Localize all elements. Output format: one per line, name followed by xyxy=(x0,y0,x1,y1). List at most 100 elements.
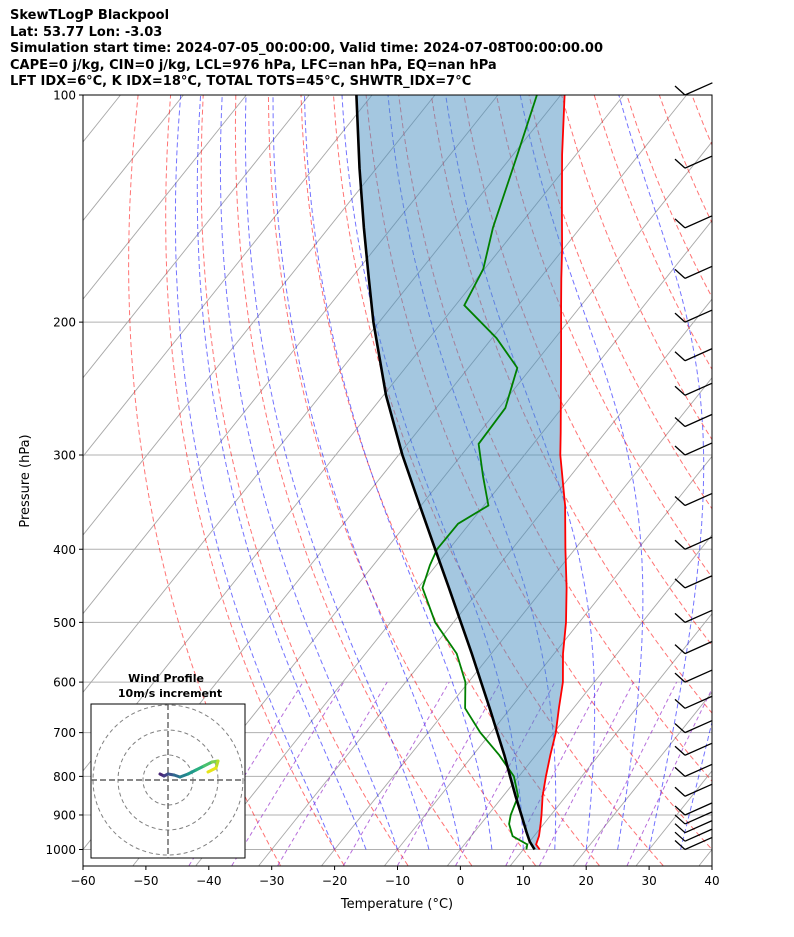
wind-barb xyxy=(674,742,713,756)
y-tick-label: 200 xyxy=(53,316,76,330)
mixing-ratio-line xyxy=(585,681,678,866)
wind-barb xyxy=(674,413,713,428)
dry-adiabat xyxy=(267,95,536,866)
wind-barb xyxy=(674,719,713,734)
moist-adiabat xyxy=(196,95,367,850)
x-tick-label: −40 xyxy=(196,874,221,888)
wind-barb xyxy=(674,536,713,550)
isotherm-line xyxy=(83,95,373,458)
moist-adiabat xyxy=(174,95,336,850)
isotherm-line xyxy=(635,770,712,866)
dry-adiabat xyxy=(626,95,712,299)
moist-adiabat xyxy=(272,95,461,850)
mixing-ratio-line xyxy=(397,681,501,866)
x-tick-label: −30 xyxy=(259,874,284,888)
wind-profile-inset: Wind Profile 10m/s increment xyxy=(90,672,246,859)
location-line: Lat: 53.77 Lon: -3.03 xyxy=(10,24,163,40)
cin-shaded-area xyxy=(356,95,567,850)
wind-barb xyxy=(674,695,713,709)
dry-adiabat xyxy=(593,95,712,371)
y-tick-label: 500 xyxy=(53,616,76,630)
y-tick-label: 100 xyxy=(53,89,76,103)
mixing-ratio-line xyxy=(539,681,634,866)
wind-barb xyxy=(674,609,713,623)
y-tick-label: 400 xyxy=(53,543,76,557)
dry-adiabat xyxy=(234,95,473,866)
wind-barb xyxy=(674,783,713,797)
moist-adiabat xyxy=(618,95,705,850)
parcel-profile-line xyxy=(355,95,536,851)
inset-title: Wind Profile xyxy=(128,672,204,685)
wind-barb xyxy=(674,763,713,777)
isotherm-line xyxy=(510,612,712,866)
y-tick-label: 300 xyxy=(53,448,76,462)
wind-barb xyxy=(674,347,713,362)
dry-adiabat xyxy=(398,95,712,782)
isotherm-line xyxy=(258,298,712,866)
moist-adiabat xyxy=(304,95,493,850)
x-axis-label: Temperature (°C) xyxy=(340,897,453,912)
mixing-ratio-line xyxy=(505,681,603,866)
dry-adiabat xyxy=(691,95,712,147)
moist-adiabat xyxy=(244,95,430,850)
wind-barb xyxy=(674,265,713,279)
isotherm-line xyxy=(698,848,712,866)
time-line: Simulation start time: 2024-07-05_00:00:… xyxy=(10,41,603,56)
y-tick-label: 600 xyxy=(53,676,76,690)
x-tick-label: −20 xyxy=(322,874,347,888)
wind-barb xyxy=(674,819,713,834)
y-axis-label: Pressure (hPa) xyxy=(18,434,33,527)
isotherm-line xyxy=(321,377,712,866)
isotherm-line xyxy=(83,95,310,379)
inset-subtitle: 10m/s increment xyxy=(118,687,222,700)
dry-adiabat xyxy=(200,95,409,866)
y-tick-label: 1000 xyxy=(45,843,76,857)
chart-header: SkewTLogP Blackpool Lat: 53.77 Lon: -3.0… xyxy=(10,8,603,91)
dry-adiabat xyxy=(725,95,794,866)
dry-adiabat xyxy=(757,95,794,866)
temperature-line xyxy=(535,95,568,851)
dry-adiabat xyxy=(128,95,281,866)
y-tick-label: 800 xyxy=(53,770,76,784)
x-tick-label: 30 xyxy=(641,874,656,888)
wind-barb xyxy=(674,82,713,96)
x-tick-label: −50 xyxy=(133,874,158,888)
index-line: LFT IDX=6°C, K IDX=18°C, TOTAL TOTS=45°C… xyxy=(10,74,472,89)
chart-title: SkewTLogP Blackpool xyxy=(10,8,170,23)
dry-adiabat xyxy=(790,95,794,866)
wind-barb xyxy=(674,309,713,323)
wind-barb xyxy=(674,215,713,229)
x-tick-label: 40 xyxy=(704,874,719,888)
x-tick-label: 0 xyxy=(457,874,465,888)
x-tick-label: 10 xyxy=(516,874,531,888)
mixing-ratio-line xyxy=(626,687,712,866)
mixing-ratio-line xyxy=(231,681,345,866)
dry-adiabat xyxy=(463,95,712,647)
y-tick-label: 900 xyxy=(53,808,76,822)
dry-adiabat xyxy=(528,95,712,510)
wind-barb xyxy=(674,442,713,456)
x-tick-label: 20 xyxy=(579,874,594,888)
isotherm-line xyxy=(83,95,247,300)
moist-adiabat xyxy=(711,847,712,850)
dry-adiabat xyxy=(165,95,345,866)
moist-adiabat xyxy=(219,95,398,850)
wind-barb xyxy=(674,802,713,816)
isotherm-line xyxy=(573,691,712,866)
mixing-ratio-line xyxy=(277,681,388,866)
wind-barb xyxy=(674,575,713,589)
dry-adiabat xyxy=(561,95,712,441)
x-tick-label: −60 xyxy=(70,874,95,888)
isotherm-line xyxy=(83,95,436,536)
wind-barb xyxy=(674,640,713,655)
wind-barb xyxy=(674,828,713,842)
moist-adiabat xyxy=(680,719,712,850)
isotherm-line xyxy=(762,95,794,865)
wind-barb xyxy=(674,669,713,683)
dewpoint-line xyxy=(421,95,538,850)
wind-barb xyxy=(674,155,713,169)
wind-barb xyxy=(674,492,713,507)
x-tick-label: −10 xyxy=(385,874,410,888)
wind-barb xyxy=(674,382,713,396)
